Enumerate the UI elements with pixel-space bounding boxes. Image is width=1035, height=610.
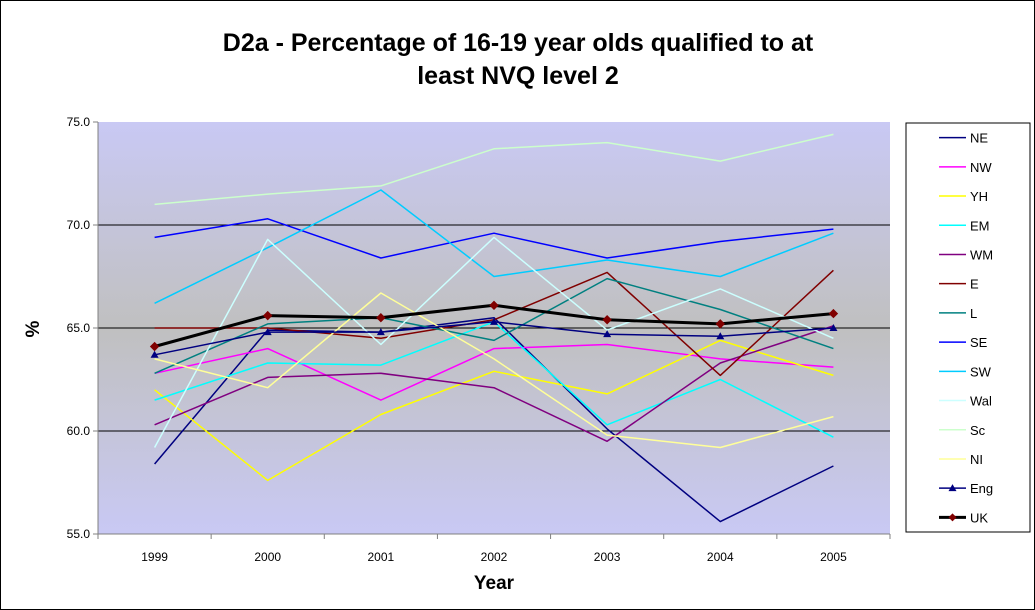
legend-label-em: EM — [970, 218, 990, 233]
legend-item-wal: Wal — [939, 394, 992, 409]
legend-label-wm: WM — [970, 247, 993, 262]
y-tick-label: 60.0 — [67, 424, 91, 438]
y-tick-label: 55.0 — [67, 527, 91, 541]
legend: NE NW YH EM WM EL SE SW Wal Sc NI Eng UK — [939, 131, 993, 525]
data-point-uk — [376, 312, 386, 323]
series-wal — [153, 236, 834, 448]
series-l — [154, 277, 834, 374]
x-tick-label: 1999 — [141, 550, 168, 564]
legend-label-ni: NI — [970, 452, 983, 467]
series-line-wm — [154, 325, 834, 443]
series-eng — [150, 317, 838, 358]
x-tick-label: 2000 — [254, 550, 281, 564]
legend-label-wal: Wal — [970, 394, 992, 409]
x-tick-label: 2005 — [820, 550, 847, 564]
legend-label-ne: NE — [970, 131, 988, 146]
y-axis-title: % — [23, 320, 44, 337]
series-line-wal — [153, 236, 834, 448]
data-point-eng — [490, 317, 498, 325]
legend-item-nw: NW — [939, 160, 992, 175]
series-sw — [154, 189, 834, 304]
legend-item-eng: Eng — [939, 481, 993, 496]
chart-title-line-1: D2a - Percentage of 16-19 year olds qual… — [223, 29, 814, 57]
legend-label-eng: Eng — [970, 481, 993, 496]
data-point-eng — [263, 328, 272, 336]
series-ni — [154, 292, 834, 449]
x-tick-label: 2004 — [707, 550, 734, 564]
y-tick-label: 70.0 — [67, 218, 91, 232]
legend-item-sc: Sc — [939, 423, 986, 438]
chart-title-line-2: least NVQ level 2 — [417, 62, 619, 90]
data-point-eng — [150, 350, 159, 358]
legend-label-se: SE — [970, 335, 988, 350]
data-point-uk — [489, 300, 499, 311]
y-tick-label: 75.0 — [67, 115, 91, 129]
series-line-se — [154, 218, 834, 259]
legend-item-sw: SW — [939, 364, 992, 379]
series-yh — [154, 339, 834, 482]
legend-label-sw: SW — [970, 364, 992, 379]
series-line-ni — [154, 292, 834, 449]
series-wm — [154, 325, 834, 443]
series-line-nw — [154, 343, 834, 401]
series-se — [154, 218, 834, 259]
legend-item-l: L — [939, 306, 977, 321]
x-tick-label: 2002 — [481, 550, 508, 564]
series-sc — [154, 133, 834, 206]
series-layer — [149, 133, 839, 523]
data-point-uk — [149, 341, 160, 352]
legend-item-uk: UK — [939, 510, 988, 525]
data-point-eng — [376, 328, 385, 336]
legend-item-se: SE — [939, 335, 988, 350]
legend-item-e: E — [939, 277, 979, 292]
data-point-eng — [716, 332, 725, 340]
series-line-sc — [154, 133, 834, 206]
data-point-uk — [263, 310, 273, 321]
data-point-eng — [603, 330, 612, 338]
series-line-l — [154, 277, 834, 374]
legend-label-yh: YH — [970, 189, 988, 204]
series-line-yh — [154, 339, 834, 482]
legend-label-uk: UK — [970, 510, 988, 525]
data-point-uk — [828, 308, 839, 319]
series-nw — [154, 343, 834, 401]
legend-marker-uk — [948, 513, 957, 522]
data-point-uk — [715, 319, 725, 329]
x-tick-label: 2001 — [368, 550, 395, 564]
legend-item-wm: WM — [939, 247, 993, 262]
legend-item-yh: YH — [939, 189, 988, 204]
y-tick-label: 65.0 — [67, 321, 91, 335]
legend-label-nw: NW — [970, 160, 992, 175]
x-axis-title: Year — [474, 573, 515, 594]
data-point-eng — [829, 324, 838, 331]
legend-marker-eng — [948, 484, 957, 492]
legend-label-sc: Sc — [970, 423, 986, 438]
series-line-sw — [154, 189, 834, 304]
data-point-uk — [602, 315, 612, 325]
legend-label-e: E — [970, 277, 979, 292]
series-uk — [149, 300, 839, 352]
legend-item-ne: NE — [939, 131, 988, 146]
legend-item-ni: NI — [939, 452, 983, 467]
legend-label-l: L — [970, 306, 977, 321]
legend-item-em: EM — [939, 218, 990, 233]
axes: 55.0 60.0 65.0 70.0 75.0 1999 2000 2001 2002 2003… — [67, 115, 891, 564]
legend-box — [905, 122, 1031, 533]
x-tick-label: 2003 — [594, 550, 621, 564]
